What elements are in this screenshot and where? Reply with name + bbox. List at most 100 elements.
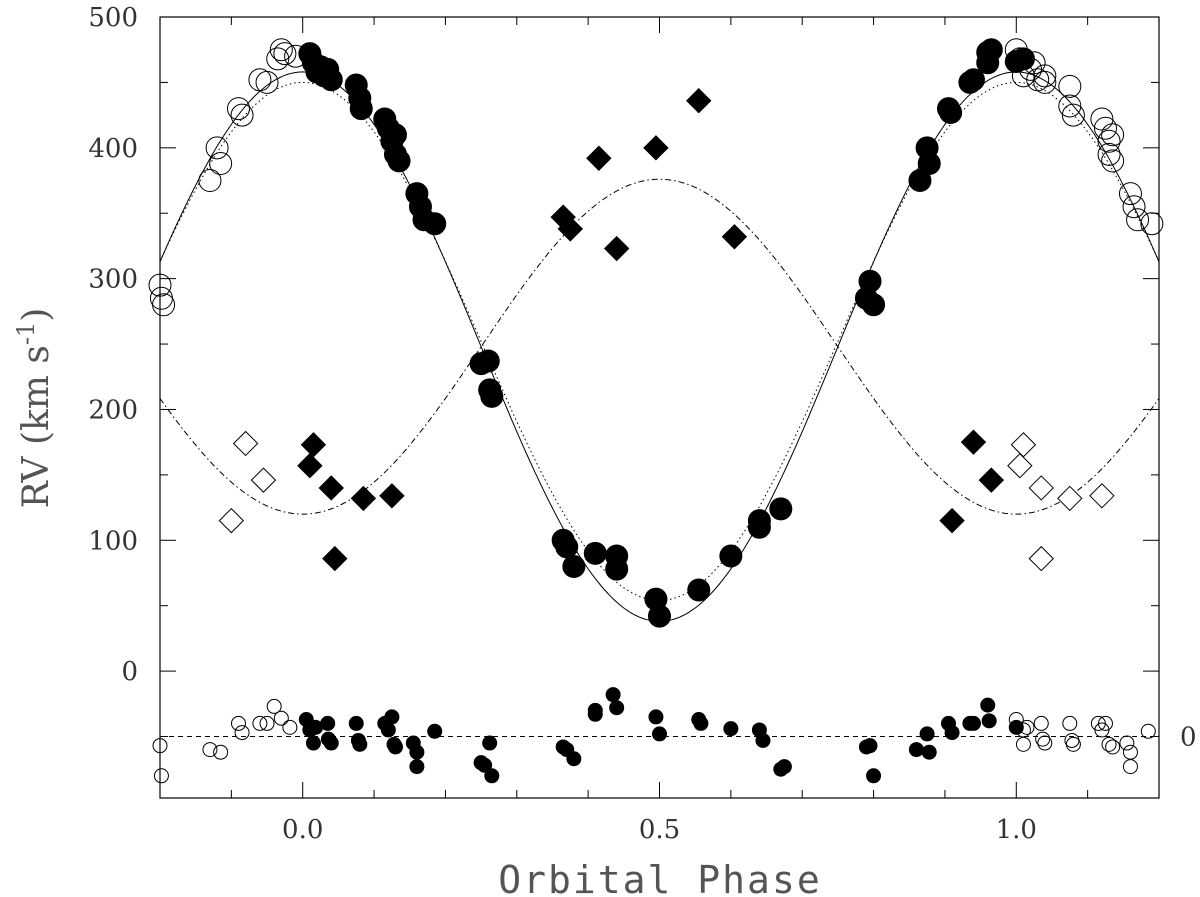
open-circle-point	[209, 152, 233, 176]
filled-diamond-point	[300, 432, 327, 458]
open-circle-point	[1126, 208, 1150, 232]
small-filled-circle-point	[776, 759, 792, 775]
filled-diamond-point	[978, 467, 1005, 493]
small-open-circle-point	[1101, 736, 1117, 752]
tick-labels: 0.0 0.5 1.0 0 100 200 300 400 500	[88, 3, 1037, 845]
small-open-circle-point	[1008, 712, 1024, 728]
open-circle-point	[1058, 94, 1082, 118]
filled-diamond-point	[557, 216, 584, 242]
small-open-circle-point	[1019, 719, 1035, 735]
small-open-circle-point	[259, 715, 275, 731]
small-open-circle-point	[282, 719, 298, 735]
small-filled-circle-point	[609, 700, 625, 716]
open-circle-point	[248, 68, 272, 92]
filled-circle-point	[480, 384, 504, 408]
filled-circle-point	[939, 100, 963, 124]
open-diamond-point	[1089, 483, 1115, 509]
filled-circle-point	[648, 604, 671, 628]
small-open-circle-point	[1119, 735, 1135, 751]
y-tick-label: 0	[121, 657, 138, 687]
small-filled-circle-point	[387, 739, 403, 755]
small-filled-circle-point	[965, 715, 981, 731]
y-tick-label: 100	[88, 526, 138, 556]
filled-circle-point	[769, 497, 793, 521]
open-circle-point	[266, 47, 290, 71]
x-axis-label: Orbital Phase	[498, 858, 821, 897]
open-circle-point	[273, 42, 297, 66]
small-filled-circle-point	[944, 725, 960, 741]
small-filled-circle-point	[427, 723, 443, 739]
small-open-circle-point	[234, 725, 250, 741]
open-diamond-point	[1028, 475, 1054, 501]
small-filled-circle-point	[980, 697, 996, 713]
small-filled-circle-point	[484, 768, 500, 784]
small-open-circle-point	[1122, 744, 1138, 760]
small-open-circle-point	[1105, 739, 1121, 755]
small-filled-circle-point	[648, 709, 664, 725]
small-open-circle-point	[1035, 731, 1051, 747]
y-tick-label: 300	[88, 265, 138, 295]
open-circle-point	[205, 136, 229, 160]
small-filled-circle-point	[380, 722, 396, 738]
open-circle-point	[1090, 107, 1114, 131]
small-filled-circle-point	[409, 744, 425, 760]
filled-diamond-point	[686, 88, 712, 114]
small-open-circle-point	[1122, 759, 1138, 775]
filled-diamond-point	[322, 545, 348, 572]
small-filled-circle-point	[477, 757, 493, 773]
open-diamond-point	[232, 430, 259, 457]
open-circle-point	[284, 44, 308, 68]
open-circle-point	[1122, 195, 1146, 219]
small-filled-circle-point	[866, 768, 882, 784]
open-circle-point	[1033, 64, 1057, 88]
small-filled-circle-point	[587, 706, 603, 722]
axis-ticks	[160, 16, 1160, 798]
y-axis-label-main: RV (km s	[16, 345, 57, 508]
curve-primary-dotted	[159, 81, 1160, 602]
filled-circle-point	[917, 152, 941, 176]
small-open-circle-point	[152, 738, 168, 754]
filled-circle-point	[719, 544, 743, 568]
small-filled-circle-point	[409, 759, 425, 775]
small-open-circle-point	[1015, 736, 1031, 752]
open-circle-point	[148, 273, 172, 297]
small-open-circle-point	[213, 744, 229, 760]
small-open-circle-point	[1140, 723, 1156, 739]
small-filled-circle-point	[352, 736, 368, 752]
small-filled-circle-point	[348, 715, 364, 731]
small-filled-circle-point	[320, 715, 336, 731]
plot-frame	[159, 16, 1160, 799]
filled-circle-point	[562, 554, 586, 578]
filled-circle-point	[387, 149, 411, 173]
open-circle-point	[255, 70, 279, 94]
filled-circle-point	[747, 515, 771, 539]
small-filled-circle-point	[921, 744, 937, 760]
filled-diamond-point	[643, 135, 669, 161]
small-open-circle-point	[202, 742, 218, 758]
small-open-circle-point	[252, 715, 268, 731]
open-circle-point	[152, 293, 176, 317]
residual-zero-label: 0	[1180, 723, 1197, 753]
open-diamond-point	[1028, 545, 1054, 572]
filled-circle-point	[383, 123, 407, 147]
filled-circle-point	[349, 97, 373, 121]
open-circle-point	[1101, 149, 1125, 173]
open-circle-point	[1097, 129, 1121, 153]
open-circle-point	[1140, 212, 1164, 236]
filled-diamond-point	[586, 145, 612, 171]
y-axis-label: RV (km s-1)	[12, 308, 57, 509]
small-open-circle-point	[273, 710, 289, 726]
open-circle-point	[1101, 123, 1125, 147]
y-tick-label: 400	[88, 134, 138, 164]
filled-diamond-point	[960, 429, 987, 455]
filled-circle-point	[605, 557, 629, 581]
curve-secondary-dashdot	[159, 178, 1160, 515]
filled-circle-point	[687, 578, 711, 602]
y-tick-label: 200	[88, 395, 138, 425]
small-filled-circle-point	[755, 732, 771, 748]
small-filled-circle-point	[482, 735, 498, 751]
small-filled-circle-point	[305, 735, 321, 751]
x-tick-label: 1.0	[996, 815, 1037, 845]
y-axis-label-sup: -1	[12, 322, 40, 345]
